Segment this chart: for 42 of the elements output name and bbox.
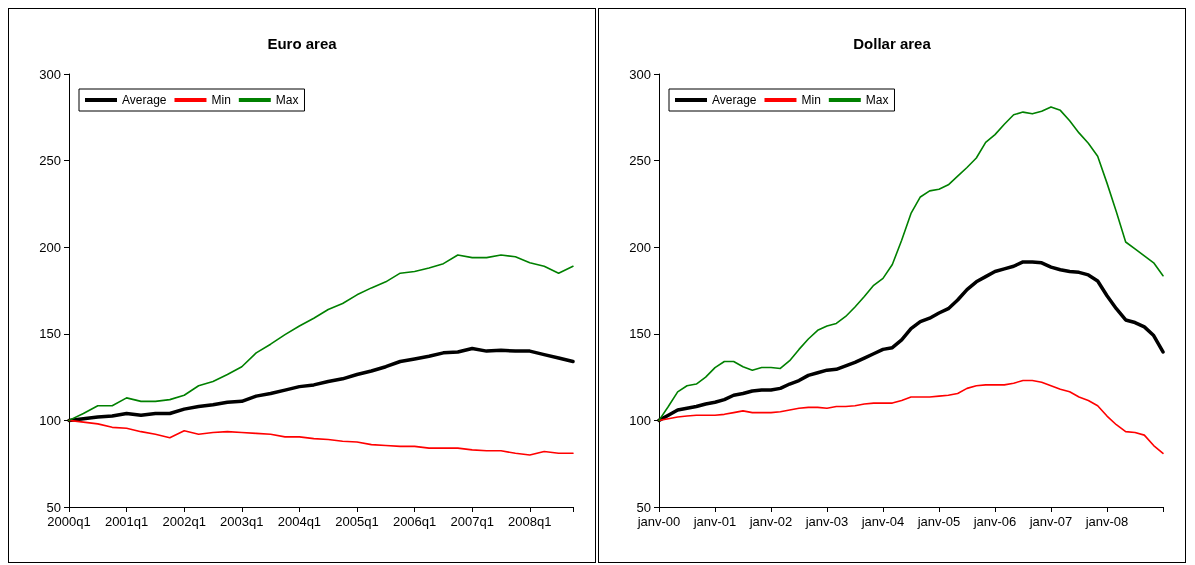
x-tick-label: 2001q1 bbox=[104, 514, 149, 529]
x-tick-label: 2006q1 bbox=[392, 514, 437, 529]
legend-label: Min bbox=[211, 93, 231, 107]
y-tick-label: 250 bbox=[629, 153, 651, 169]
y-tick-label: 50 bbox=[636, 499, 651, 515]
x-tick-label: janv-03 bbox=[804, 514, 849, 529]
y-tick-label: 150 bbox=[39, 326, 61, 342]
line-series bbox=[68, 419, 574, 456]
x-tick-label: 2005q1 bbox=[335, 514, 379, 529]
y-tick-label: 50 bbox=[46, 499, 61, 515]
y-tick-label: 250 bbox=[39, 153, 61, 169]
line-series bbox=[68, 254, 574, 422]
y-tick-label: 200 bbox=[39, 239, 61, 255]
legend-label: Min bbox=[801, 93, 821, 107]
x-tick-label: janv-07 bbox=[1028, 514, 1073, 529]
y-tick-label: 300 bbox=[629, 66, 651, 82]
legend-label: Average bbox=[712, 93, 757, 107]
x-tick-label: janv-08 bbox=[1084, 514, 1129, 529]
y-tick-label: 300 bbox=[39, 66, 61, 82]
x-tick-label: janv-01 bbox=[692, 514, 737, 529]
x-tick-label: 2000q1 bbox=[47, 514, 91, 529]
chart-title: Euro area bbox=[267, 35, 338, 52]
x-tick-label: 2002q1 bbox=[162, 514, 206, 529]
legend-label: Max bbox=[865, 93, 889, 107]
line-series bbox=[658, 106, 1164, 422]
line-series bbox=[658, 379, 1164, 455]
x-tick-label: 2007q1 bbox=[450, 514, 494, 529]
chart-title: Dollar area bbox=[853, 35, 932, 52]
y-tick-label: 100 bbox=[39, 412, 61, 428]
y-tick-label: 150 bbox=[629, 326, 651, 342]
legend-label: Average bbox=[122, 93, 167, 107]
x-tick-label: janv-05 bbox=[916, 514, 961, 529]
x-tick-label: janv-04 bbox=[860, 514, 905, 529]
x-tick-label: janv-00 bbox=[636, 514, 681, 529]
y-tick-label: 100 bbox=[629, 412, 651, 428]
x-tick-label: 2003q1 bbox=[220, 514, 264, 529]
y-tick-label: 200 bbox=[629, 239, 651, 255]
x-tick-label: 2008q1 bbox=[508, 514, 552, 529]
legend-label: Max bbox=[275, 93, 299, 107]
x-tick-label: janv-06 bbox=[972, 514, 1017, 529]
x-tick-label: janv-02 bbox=[748, 514, 793, 529]
x-tick-label: 2004q1 bbox=[277, 514, 322, 529]
